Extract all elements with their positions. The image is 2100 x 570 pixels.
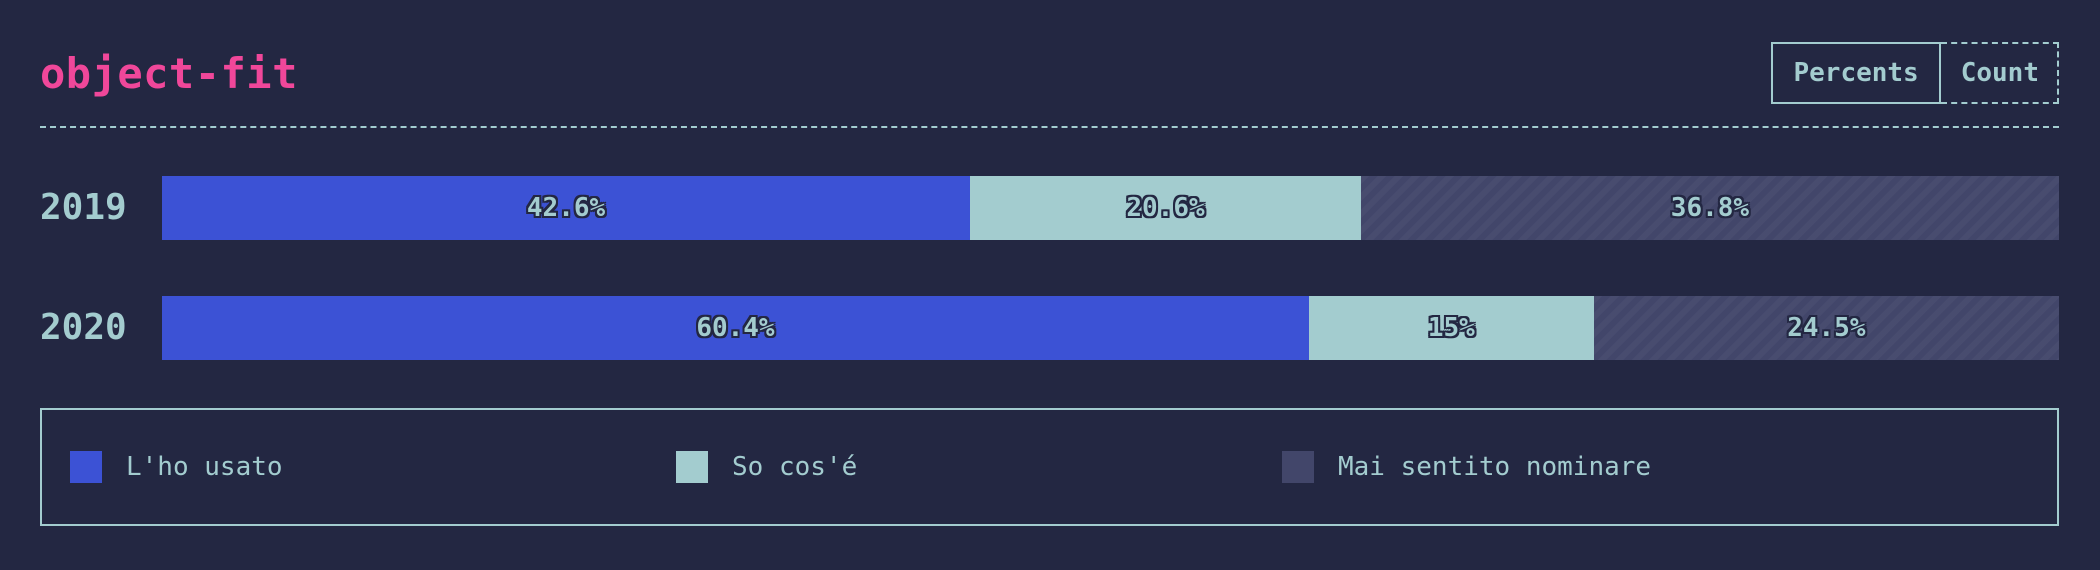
legend-label: Mai sentito nominare xyxy=(1338,452,1652,482)
category-label: 2020 xyxy=(40,307,127,348)
bar-segment[interactable]: 60.4% xyxy=(162,296,1309,360)
legend-label: L'ho usato xyxy=(126,452,283,482)
category-label: 2019 xyxy=(40,187,127,228)
legend-item[interactable]: L'ho usato xyxy=(70,410,283,524)
header-divider xyxy=(40,126,2059,128)
bar-segment[interactable]: 15% xyxy=(1308,296,1594,360)
bar-segment[interactable]: 42.6% xyxy=(162,176,971,240)
legend-label: So cos'é xyxy=(732,452,858,482)
bar-segment[interactable]: 36.8% xyxy=(1360,176,2059,240)
legend-item[interactable]: So cos'é xyxy=(676,410,857,524)
stacked-bar: 60.4% 15% 24.5% xyxy=(162,296,2059,360)
chart-title: object-fit xyxy=(40,49,298,98)
legend-swatch xyxy=(676,451,708,483)
legend: L'ho usato So cos'é Mai sentito nominare xyxy=(40,408,2059,526)
bar-segment[interactable]: 24.5% xyxy=(1593,296,2059,360)
legend-swatch xyxy=(70,451,102,483)
stacked-bar: 42.6% 20.6% 36.8% xyxy=(162,176,2059,240)
bar-segment[interactable]: 20.6% xyxy=(970,176,1361,240)
legend-item[interactable]: Mai sentito nominare xyxy=(1282,410,1651,524)
unit-toggle: Percents Count xyxy=(1771,42,2059,104)
count-button[interactable]: Count xyxy=(1940,42,2059,104)
percents-button[interactable]: Percents xyxy=(1771,42,1941,104)
bar-row-2020: 2020 60.4% 15% 24.5% xyxy=(40,296,2059,360)
bar-row-2019: 2019 42.6% 20.6% 36.8% xyxy=(40,176,2059,240)
legend-swatch xyxy=(1282,451,1314,483)
